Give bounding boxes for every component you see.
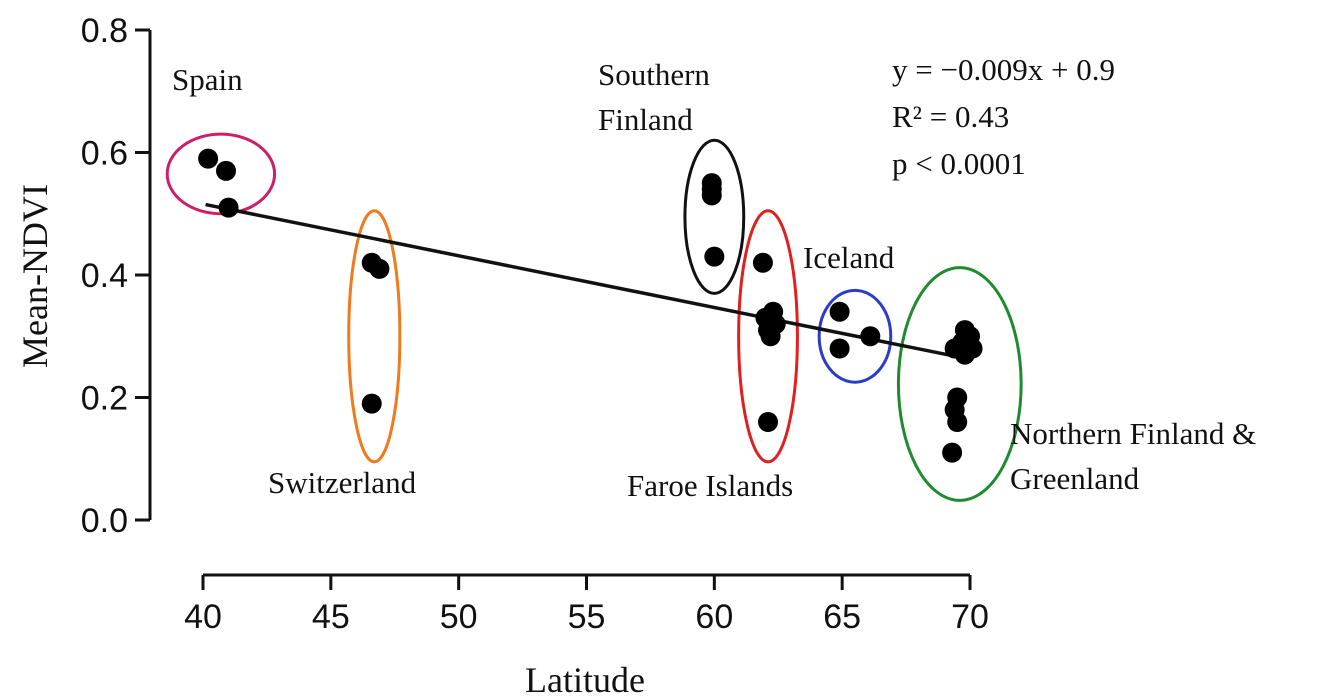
annotation-p-value: p < 0.0001 (892, 146, 1026, 181)
group-label: Iceland (803, 240, 895, 275)
group-labels: Spain Switzerland Southern Finland Faroe Isl… (172, 57, 1256, 503)
y-axis-title: Mean-NDVI (15, 184, 55, 368)
x-tick-label: 40 (184, 598, 222, 636)
x-tick-label: 50 (440, 598, 478, 636)
x-tick-label: 65 (823, 598, 861, 636)
tick-marks: 40 45 50 55 60 65 70 0.0 0.2 0.4 0.6 0.8 (81, 12, 989, 636)
annotation-equation: y = −0.009x + 0.9 (892, 52, 1115, 87)
data-point (216, 160, 237, 181)
data-point (758, 412, 779, 432)
x-tick-label: 70 (951, 598, 989, 636)
trend-line (205, 202, 963, 360)
data-point (760, 326, 781, 347)
group-ellipse (817, 288, 893, 384)
group-outlines (165, 132, 1023, 502)
data-point (704, 246, 725, 267)
data-point (954, 344, 975, 365)
data-point (701, 185, 722, 206)
group-label: Faroe Islands (627, 468, 793, 503)
y-tick-label: 0.6 (81, 135, 128, 173)
group-label: Southern (598, 57, 710, 92)
data-points (198, 148, 983, 463)
regression-annotation: y = −0.009x + 0.9 R² = 0.43 p < 0.0001 (892, 52, 1115, 181)
group-label: Northern Finland & (1010, 416, 1256, 451)
data-point (942, 442, 963, 463)
data-point (198, 148, 219, 169)
x-axis-title: Latitude (525, 660, 645, 698)
x-tick-label: 60 (695, 598, 733, 636)
data-point (860, 326, 881, 347)
data-point (829, 301, 850, 322)
x-tick-label: 45 (312, 598, 350, 636)
data-point (752, 252, 773, 273)
data-point (947, 412, 968, 432)
data-point (218, 197, 239, 218)
group-ellipse (896, 266, 1023, 502)
y-tick-label: 0.0 (81, 502, 128, 540)
data-point (361, 393, 382, 414)
group-label: Switzerland (268, 465, 417, 500)
data-point (829, 338, 850, 359)
group-ellipse (683, 138, 746, 295)
group-label: Greenland (1010, 461, 1140, 496)
x-tick-label: 55 (568, 598, 606, 636)
y-tick-label: 0.2 (81, 380, 128, 418)
y-tick-label: 0.4 (81, 257, 128, 295)
annotation-r-squared: R² = 0.43 (892, 99, 1009, 134)
y-tick-label: 0.8 (81, 12, 128, 50)
data-point (369, 258, 390, 279)
group-ellipse (347, 209, 402, 464)
group-ellipse (737, 209, 799, 464)
group-label: Spain (172, 62, 243, 97)
group-label: Finland (598, 102, 693, 137)
